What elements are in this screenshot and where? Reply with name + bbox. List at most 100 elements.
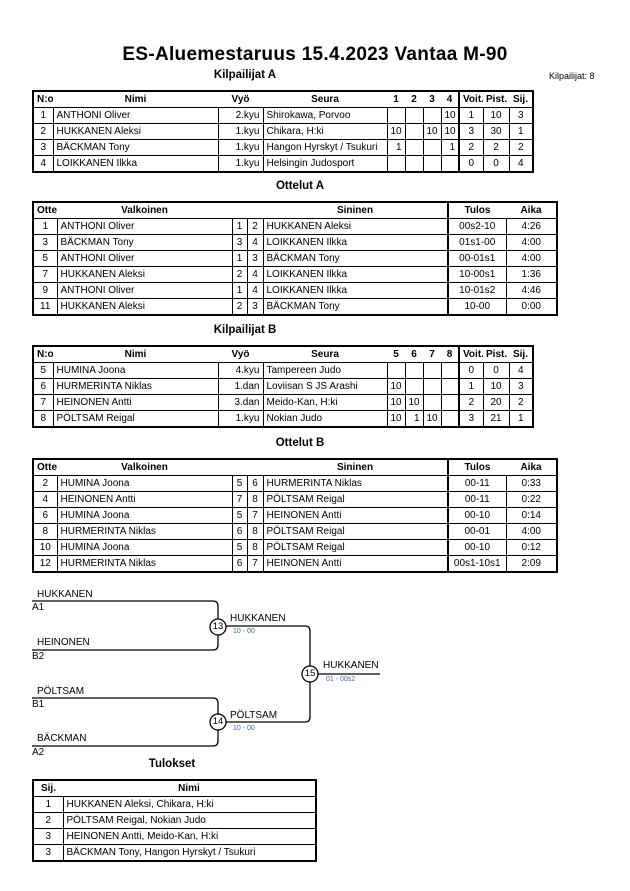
- table-cell: 6: [231, 555, 248, 573]
- bracket-semi2-top: PÖLTSAM: [37, 686, 85, 697]
- match-13-circle: [209, 618, 227, 636]
- competitor-row: 8 PÖLTSAM Reigal 1.kyu Nokian Judo 10 1 10 3 21 1: [32, 410, 534, 428]
- result-row: 3 BÄCKMAN Tony, Hangon Hyrskyt / Tsukuri: [32, 844, 317, 862]
- table-cell: 0:12: [505, 539, 558, 556]
- bracket-semi2-winner: PÖLTSAM: [230, 710, 278, 721]
- table-cell: 1: [32, 796, 64, 813]
- table-cell: 3: [32, 828, 64, 845]
- header-row: N:o Nimi Vyö Seura 1 2 3 4 Voit. Pist. Sij.: [33, 91, 533, 108]
- table-cell: HUKKANEN Aleksi, Chikara, H:ki: [62, 796, 317, 813]
- result-row: 2 PÖLTSAM Reigal, Nokian Judo: [32, 812, 317, 829]
- table-cell: 3.dan: [217, 394, 264, 411]
- bracket-semi1-top: HUKKANEN: [37, 589, 93, 600]
- match-row: 2 HUMINA Joona 5 6 HURMERINTA Niklas 00-11 0:3…: [32, 475, 558, 492]
- match-row: 11 HUKKANEN Aleksi 2 3 BÄCKMAN Tony 10-00 0:00: [32, 298, 558, 316]
- bracket-final-winner: HUKKANEN: [323, 660, 379, 671]
- table-cell: 4:46: [505, 282, 558, 299]
- pool-a-table: N:o Nimi Vyö Seura 1 2 3 4 Voit. Pist. Sij. 1 ANTHON…: [32, 90, 534, 173]
- header-row: Sij. Nimi: [33, 780, 316, 797]
- table-cell: 2: [32, 812, 64, 829]
- matches-a-table: OtteluValkoinenSininenTulosAika1ANTHONI …: [32, 201, 558, 316]
- bracket-semi1-bottom: HEINONEN: [37, 637, 90, 648]
- bracket-semi1-score: 10 - 00: [233, 628, 255, 635]
- table-cell: LOIKKANEN Ilkka: [262, 282, 449, 299]
- bracket-line-semi1-winner: [226, 625, 311, 666]
- match-row: 12 HURMERINTA Niklas 6 7 HEINONEN Antti 00s1-…: [32, 555, 558, 573]
- table-cell: PÖLTSAM Reigal: [262, 539, 449, 556]
- result-row: 3 HEINONEN Antti, Meido-Kan, H:ki: [32, 828, 317, 845]
- pool-b-table: N:o Nimi Vyö Seura 5 6 7 8 Voit. Pist. Sij. 5 HUMINA…: [32, 345, 534, 428]
- table-cell: 0: [458, 155, 484, 173]
- table-cell: PÖLTSAM Reigal: [52, 410, 219, 428]
- column-header: Nimi: [63, 780, 316, 797]
- pool-b-title: Kilpailijat B: [213, 324, 277, 336]
- table-cell: 10-01s2: [447, 282, 507, 299]
- table-cell: ANTHONI Oliver: [56, 282, 233, 299]
- table-cell: 00-10: [447, 539, 507, 556]
- table-cell: LOIKKANEN Ilkka: [52, 155, 219, 173]
- bracket-semi1-winner: HUKKANEN: [230, 613, 286, 624]
- match-row: 5 ANTHONI Oliver 1 3 BÄCKMAN Tony 00-01s1 4:00: [32, 250, 558, 267]
- pool-a-title: Kilpailijat A: [213, 69, 277, 81]
- table-cell: 4: [508, 155, 534, 173]
- competitor-row: 1 ANTHONI Oliver 2.kyu Shirokawa, Porvoo 10 1…: [32, 107, 534, 124]
- matches-b-title: Ottelut B: [275, 437, 325, 449]
- table-cell: 1.kyu: [217, 139, 264, 156]
- table-cell: PÖLTSAM Reigal, Nokian Judo: [62, 812, 317, 829]
- match-row: 3 BÄCKMAN Tony 3 4 LOIKKANEN Ilkka 01s1-00 4:0…: [32, 234, 558, 251]
- results-table: Sij. Nimi 1 HUKKANEN Aleksi, Chikara, H:ki 2…: [32, 779, 317, 862]
- match-row: 8 HURMERINTA Niklas 6 8 PÖLTSAM Reigal 00-01 4…: [32, 523, 558, 540]
- table-cell: 2: [508, 139, 534, 156]
- match-13-number: 13: [212, 621, 224, 632]
- table-cell: 2: [508, 394, 534, 411]
- table-cell: BÄCKMAN Tony: [52, 139, 219, 156]
- bracket-semi2-bottom-seed: A2: [32, 747, 45, 758]
- bracket-semi2-top-seed: B1: [32, 699, 45, 710]
- competitor-row: 4 LOIKKANEN Ilkka 1.kyu Helsingin Judosport…: [32, 155, 534, 173]
- table-cell: BÄCKMAN Tony, Hangon Hyrskyt / Tsukuri: [62, 844, 317, 862]
- page-title: ES-Aluemestaruus 15.4.2023 Vantaa M-90: [122, 44, 508, 65]
- table-cell: 9: [32, 282, 58, 299]
- table-cell: 1: [440, 139, 460, 156]
- matches-b-table: OtteluValkoinenSininenTulosAika2HUMINA J…: [32, 458, 558, 573]
- competitor-count: Kilpailijat: 8: [549, 71, 595, 81]
- competitor-row: 3 BÄCKMAN Tony 1.kyu Hangon Hyrskyt / Tsuku…: [32, 139, 534, 156]
- match-row: 9 ANTHONI Oliver 1 4 LOIKKANEN Ilkka 10-01s2 4…: [32, 282, 558, 299]
- table-cell: 1: [508, 410, 534, 428]
- table-cell: 3: [32, 844, 64, 862]
- table-cell: 21: [482, 410, 510, 428]
- bracket-semi2-score: 10 - 00: [233, 725, 255, 732]
- bracket-semi1-top-seed: A1: [32, 602, 45, 613]
- table-cell: HUKKANEN Aleksi: [56, 298, 233, 316]
- bracket-semi1-bottom-seed: B2: [32, 651, 45, 662]
- table-cell: HEINONEN Antti: [262, 555, 449, 573]
- header-row: N:o Nimi Vyö Seura 5 6 7 8 Voit. Pist. Sij.: [33, 346, 533, 363]
- match-14-circle: [209, 713, 227, 731]
- bracket-line-b1: [32, 697, 219, 714]
- table-cell: 0:00: [505, 298, 558, 316]
- bracket-final-score: 01 - 00s2: [326, 676, 356, 683]
- results-title: Tulokset: [148, 758, 196, 770]
- match-row: 10 HUMINA Joona 5 8 PÖLTSAM Reigal 00-10 0:12: [32, 539, 558, 556]
- header-row: OtteluValkoinenSininenTulosAika: [33, 459, 557, 476]
- bracket-line-a1: [32, 600, 219, 619]
- table-cell: 2:09: [505, 555, 558, 573]
- table-cell: Meido-Kan, H:ki: [262, 394, 388, 411]
- bracket-line-a2: [32, 730, 219, 747]
- table-cell: 1: [231, 282, 248, 299]
- match-14-number: 14: [212, 716, 224, 727]
- matches-a-title: Ottelut A: [275, 180, 325, 192]
- table-cell: 4: [32, 155, 54, 173]
- table-cell: BÄCKMAN Tony: [262, 298, 449, 316]
- competitor-row: 7 HEINONEN Antti 3.dan Meido-Kan, H:ki 10 10 2…: [32, 394, 534, 411]
- column-header: Sij.: [33, 780, 63, 797]
- table-cell: 10: [404, 394, 424, 411]
- table-cell: HUMINA Joona: [56, 539, 233, 556]
- match-15-circle: [301, 665, 319, 683]
- table-cell: 1: [404, 410, 424, 428]
- result-row: 1 HUKKANEN Aleksi, Chikara, H:ki: [32, 796, 317, 813]
- bracket-line-semi2-winner: [226, 682, 311, 723]
- bracket-line-b2: [32, 635, 219, 651]
- table-cell: HEINONEN Antti, Meido-Kan, H:ki: [62, 828, 317, 845]
